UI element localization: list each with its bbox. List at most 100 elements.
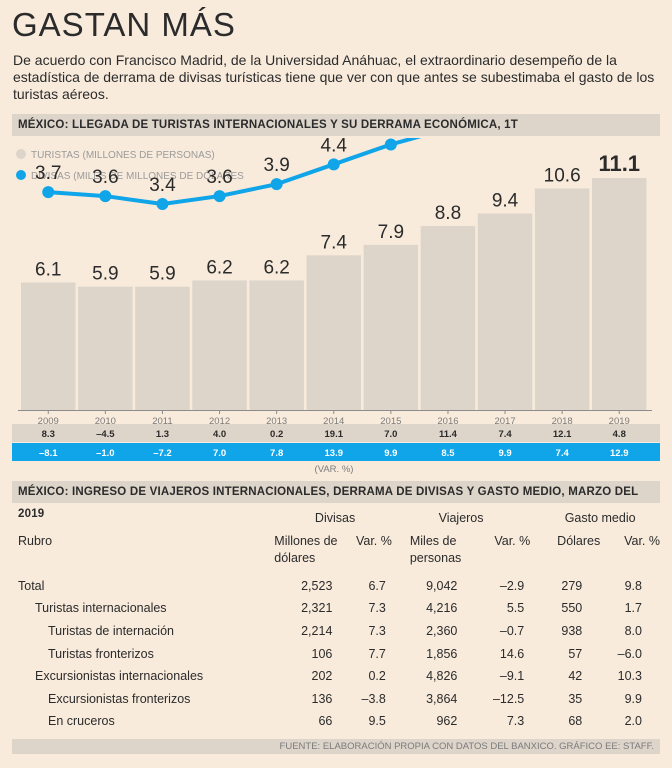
viajeros-value: 9,042 [426,578,458,593]
divisas-point-2014 [327,158,340,171]
table-title: MÉXICO: INGRESO DE VIAJEROS INTERNACIONA… [12,481,660,520]
table-sub-header-row: Rubro Millones de dólares Var. % Miles de… [12,533,660,567]
gasto-value: 35 [568,691,583,706]
divisas-point-2012 [213,190,226,203]
bar-value-2016: 8.8 [435,203,461,224]
row-name: Excursionistas internacionales [35,669,204,684]
viajeros-var-header: Var. % [494,533,531,548]
gasto-value: 42 [568,669,583,684]
bar-2012 [192,280,247,410]
divisas-var-2011: –7.2 [153,448,172,459]
bar-2016 [420,226,476,410]
divisas-var-header: Var. % [355,533,392,548]
viajeros-value: 3,864 [426,691,458,706]
travelers-table: Divisas Viajeros Gasto medio Rubro Millo… [12,510,660,733]
divisas-var-2009: –8.1 [39,448,58,459]
bar-value-2018: 10.6 [544,165,581,186]
row-name: Turistas internacionales [35,601,167,616]
divisas-value: 202 [311,669,333,684]
divisas-value-2012: 3.6 [206,167,232,188]
divisas-value: 2,321 [301,601,333,616]
gasto-var-header: Var. % [624,533,660,548]
divisas-group-header: Divisas [314,511,356,525]
turistas-var-2018: 12.1 [553,429,572,440]
turistas-var-2010: –4.5 [96,429,115,440]
bar-value-2019: 11.1 [598,151,640,176]
gasto-var: 1.7 [624,601,642,616]
gasto-value: 550 [561,601,583,616]
divisas-value-header-line1: Millones de [274,533,338,548]
tourism-chart: TURISTAS (MILLONES DE PERSONAS) DIVISAS (… [12,138,660,475]
divisas-var: 6.7 [368,578,386,593]
viajeros-var: 7.3 [506,714,525,729]
gasto-value: 938 [561,624,583,639]
divisas-var: 7.3 [368,624,386,639]
turistas-var-2012: 4.0 [213,429,226,440]
table-group-header-row: Divisas Viajeros Gasto medio [12,510,660,533]
viajeros-value-header: Miles de personas [392,533,463,567]
turistas-var-row [12,424,660,442]
divisas-value-2010: 3.6 [92,167,118,188]
bar-value-2009: 6.1 [35,260,61,281]
divisas-var-row [12,443,660,461]
bar-2014 [306,255,361,410]
divisas-var-2014: 13.9 [325,448,344,459]
gasto-value: 279 [561,578,583,593]
bar-2013 [249,280,304,410]
bar-value-2017: 9.4 [492,191,519,212]
year-label-2019: 2019 [609,416,630,427]
divisas-value: 136 [311,691,333,706]
legend-turistas-marker [16,149,26,159]
chart-title: MÉXICO: LLEGADA DE TURISTAS INTERNACIONA… [12,114,660,136]
divisas-var-2018: 7.4 [556,448,570,459]
divisas-var: 7.7 [368,646,386,661]
divisas-var: 9.5 [368,714,386,729]
bar-2009 [21,282,76,410]
page-title: GASTAN MÁS [12,6,236,43]
divisas-point-2015 [384,138,397,151]
bar-value-2012: 6.2 [206,257,232,278]
gasto-group-header: Gasto medio [564,511,636,525]
row-name: Turistas fronterizos [48,646,154,661]
divisas-point-2010 [99,190,112,203]
rubro-header: Rubro [18,533,53,548]
gasto-value-header: Dólares [557,533,601,548]
gasto-var: 9.9 [624,691,642,706]
divisas-value: 2,523 [301,578,333,593]
bar-value-2013: 6.2 [263,257,289,278]
gasto-var: 2.0 [624,714,642,729]
divisas-var-2016: 8.5 [441,448,455,459]
legend-turistas-label: TURISTAS (MILLONES DE PERSONAS) [31,150,215,161]
table-row: Total 2,523 6.7 9,042 –2.9 279 9.8 [12,575,660,598]
year-label-2016: 2016 [437,416,458,427]
viajeros-var: –9.1 [499,669,525,684]
divisas-value: 2,214 [301,624,333,639]
divisas-value-2014: 4.4 [321,138,348,156]
viajeros-var: –0.7 [499,624,525,639]
divisas-var-2010: –1.0 [96,448,115,459]
divisas-value-2013: 3.9 [263,155,289,176]
viajeros-group-header: Viajeros [438,511,484,525]
table-row: Turistas internacionales 2,321 7.3 4,216 5.5… [12,597,660,620]
viajeros-value-header-line2: personas [409,550,462,565]
divisas-var-2017: 9.9 [498,448,511,459]
bar-value-2011: 5.9 [149,264,175,285]
viajeros-var: 5.5 [506,601,525,616]
divisas-point-2011 [156,198,169,211]
gasto-var: 9.8 [624,578,642,593]
turistas-var-2011: 1.3 [156,429,169,440]
turistas-var-2016: 11.4 [439,429,458,440]
bar-2015 [363,244,419,410]
turistas-var-2009: 8.3 [42,429,55,440]
row-name: En cruceros [48,714,115,729]
viajeros-value-header-line1: Miles de [409,533,457,548]
legend-divisas-marker [16,170,26,180]
table-row: Turistas de internación 2,214 7.3 2,360 –0.7… [12,620,660,643]
bar-2019 [592,178,647,410]
gasto-var: 8.0 [624,624,642,639]
divisas-value-2009: 3.7 [35,163,61,184]
year-label-2012: 2012 [209,416,230,427]
turistas-var-2017: 7.4 [498,429,512,440]
turistas-var-2015: 7.0 [384,429,397,440]
table-row: Excursionistas fronterizos 136 –3.8 3,864 –1… [12,688,660,711]
